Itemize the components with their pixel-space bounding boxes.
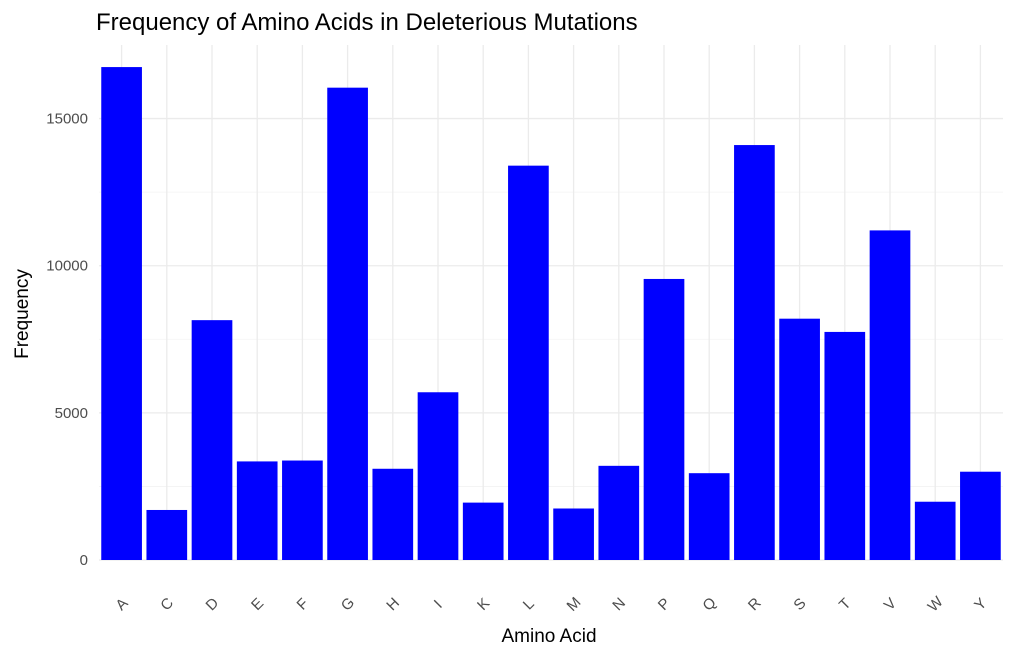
bar-Y (960, 471, 1001, 560)
x-tick-label: K (474, 595, 493, 614)
bar-E (236, 461, 278, 560)
x-tick-label: F (294, 595, 313, 614)
bar-L (508, 165, 549, 560)
x-tick-label: Q (699, 594, 719, 614)
y-tick-labels: 0 5000 10000 15000 (46, 111, 88, 569)
bar-H (372, 468, 414, 560)
bar-T (824, 331, 866, 560)
y-tick-label: 5000 (55, 405, 88, 422)
y-tick-label: 15000 (46, 111, 88, 128)
bar-G (327, 87, 368, 561)
chart-title: Frequency of Amino Acids in Deleterious … (96, 9, 638, 36)
bar-V (869, 230, 911, 560)
bar-R (734, 145, 775, 561)
y-tick-label: 10000 (46, 258, 88, 275)
x-tick-label: P (655, 595, 674, 614)
bar-C (146, 509, 188, 560)
x-tick-label: W (925, 593, 948, 616)
bar-P (643, 278, 685, 560)
x-axis-title: Amino Acid (501, 626, 596, 647)
x-tick-label: I (431, 597, 446, 612)
bar-K (462, 502, 504, 560)
bar-Q (688, 473, 730, 560)
bar-A (101, 67, 142, 561)
bar-S (779, 318, 820, 560)
x-tick-label: Y (971, 595, 990, 614)
x-tick-label: G (338, 594, 358, 614)
bar-N (598, 465, 640, 560)
x-tick-label: H (383, 595, 403, 615)
x-tick-label: N (609, 595, 629, 615)
x-tick-label: R (745, 594, 765, 614)
y-axis-title: Frequency (12, 269, 33, 359)
bar-I (417, 392, 459, 560)
bar-W (914, 501, 956, 560)
x-tick-label: E (248, 595, 267, 614)
x-tick-label: D (203, 594, 223, 614)
x-tick-label: A (112, 595, 131, 614)
x-tick-label: T (836, 595, 855, 614)
x-tick-label: S (790, 595, 809, 614)
x-tick-label: C (157, 594, 177, 614)
x-tick-label: V (881, 595, 900, 614)
x-tick-label: L (520, 595, 538, 613)
y-tick-label: 0 (80, 552, 88, 569)
bar-M (553, 508, 594, 560)
bar-D (191, 320, 233, 560)
bars (101, 67, 1001, 561)
x-tick-label: M (564, 594, 585, 615)
bar-F (282, 460, 323, 560)
grid-lines (99, 45, 1003, 561)
